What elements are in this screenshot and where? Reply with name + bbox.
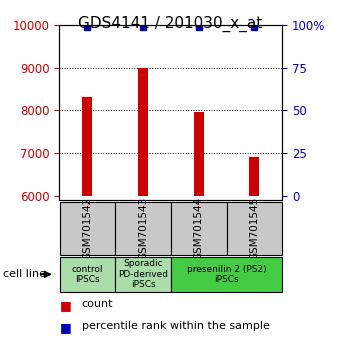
Text: ■: ■ — [59, 299, 71, 312]
Bar — [171, 257, 282, 292]
Text: GSM701543: GSM701543 — [138, 197, 148, 260]
Bar — [226, 202, 282, 255]
Text: GSM701542: GSM701542 — [82, 197, 92, 260]
Text: count: count — [82, 299, 113, 309]
Text: Sporadic
PD-derived
iPSCs: Sporadic PD-derived iPSCs — [118, 259, 168, 289]
Text: control
IPSCs: control IPSCs — [72, 265, 103, 284]
Bar — [59, 202, 115, 255]
Text: GSM701545: GSM701545 — [249, 197, 259, 260]
Bar — [59, 257, 115, 292]
Bar — [138, 68, 148, 196]
Text: ■: ■ — [59, 321, 71, 334]
Bar — [82, 97, 92, 196]
Bar — [194, 113, 204, 196]
Text: GSM701544: GSM701544 — [194, 197, 204, 260]
Text: GDS4141 / 201030_x_at: GDS4141 / 201030_x_at — [78, 16, 262, 32]
Bar — [171, 202, 226, 255]
Bar — [249, 157, 259, 196]
Text: percentile rank within the sample: percentile rank within the sample — [82, 321, 270, 331]
Bar — [115, 202, 171, 255]
Text: presenilin 2 (PS2)
iPSCs: presenilin 2 (PS2) iPSCs — [187, 265, 266, 284]
Text: cell line: cell line — [3, 269, 46, 279]
Bar — [115, 257, 171, 292]
